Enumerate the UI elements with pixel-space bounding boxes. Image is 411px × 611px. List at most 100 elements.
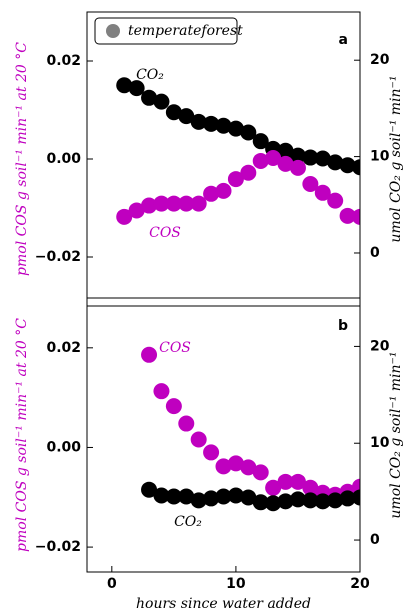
y-axis-label: pmol COS g soil⁻¹ min⁻¹ at 20 °C xyxy=(14,42,30,276)
y-axis-label: pmol COS g soil⁻¹ min⁻¹ at 20 °C xyxy=(14,318,30,552)
data-point xyxy=(141,197,158,214)
data-point xyxy=(203,115,220,132)
data-point xyxy=(252,133,269,150)
y-tick-label: 0.00 xyxy=(46,439,81,455)
data-point xyxy=(352,489,360,506)
data-point xyxy=(116,77,133,94)
data-point xyxy=(227,487,244,504)
data-point xyxy=(240,164,257,181)
data-point xyxy=(141,481,158,498)
y2-tick-label: 20 xyxy=(370,52,390,68)
data-point xyxy=(302,175,319,192)
data-point xyxy=(215,117,232,134)
data-point xyxy=(265,479,282,496)
plot-area xyxy=(141,346,360,512)
data-point xyxy=(314,493,331,510)
data-point xyxy=(327,492,344,509)
data-point xyxy=(289,147,306,164)
data-point xyxy=(190,431,207,448)
data-point xyxy=(153,383,170,400)
legend-marker xyxy=(106,24,120,38)
y2-axis-label: umol CO₂ g soil⁻¹ min⁻¹ xyxy=(388,351,404,518)
y-tick-label: 0.00 xyxy=(46,151,81,167)
series-label: COS xyxy=(159,340,191,356)
series-label: COS xyxy=(149,225,181,241)
data-point xyxy=(277,142,294,159)
panel-label: b xyxy=(338,318,348,334)
data-point xyxy=(240,489,257,506)
legend-box xyxy=(94,17,238,45)
x-tick-label: 0 xyxy=(107,576,117,592)
data-point xyxy=(153,487,170,504)
data-point xyxy=(327,192,344,209)
x-tick-label: 10 xyxy=(226,576,246,592)
data-point xyxy=(116,208,133,225)
y2-tick-label: 10 xyxy=(370,149,390,165)
data-point xyxy=(165,195,182,212)
data-point xyxy=(289,491,306,508)
data-point xyxy=(352,159,360,176)
plot-frame xyxy=(86,297,361,573)
data-point xyxy=(252,152,269,169)
data-point xyxy=(327,154,344,171)
data-point xyxy=(203,490,220,507)
x-axis-label: hours since water added xyxy=(136,596,311,611)
panel-label: a xyxy=(339,32,348,48)
data-point xyxy=(277,493,294,510)
data-point xyxy=(265,150,282,167)
data-point xyxy=(302,479,319,496)
data-point xyxy=(227,455,244,472)
data-point xyxy=(190,492,207,509)
data-point xyxy=(302,492,319,509)
data-point xyxy=(215,458,232,475)
data-point xyxy=(227,120,244,137)
data-point xyxy=(178,195,195,212)
data-point xyxy=(215,488,232,505)
data-point xyxy=(165,398,182,415)
data-point xyxy=(165,104,182,121)
data-point xyxy=(240,124,257,141)
data-point xyxy=(153,195,170,212)
data-point xyxy=(165,488,182,505)
data-point xyxy=(352,208,360,225)
data-point xyxy=(190,113,207,130)
y-tick-label: 0.02 xyxy=(46,340,81,356)
data-point xyxy=(252,464,269,481)
data-point xyxy=(252,494,269,511)
y2-tick-label: 0 xyxy=(370,245,380,261)
data-point xyxy=(227,171,244,188)
data-point xyxy=(339,207,356,224)
data-point xyxy=(302,149,319,166)
y2-tick-label: 0 xyxy=(370,532,380,548)
y2-axis-label: umol CO₂ g soil⁻¹ min⁻¹ xyxy=(388,75,404,242)
y-tick-label: −0.02 xyxy=(35,539,81,555)
data-point xyxy=(128,202,145,219)
y2-tick-label: 10 xyxy=(370,435,390,451)
plot-area xyxy=(116,77,360,225)
data-point xyxy=(190,195,207,212)
y2-tick-label: 20 xyxy=(370,338,390,354)
data-point xyxy=(141,89,158,106)
data-point xyxy=(203,444,220,461)
data-point xyxy=(128,80,145,97)
data-point xyxy=(314,150,331,167)
data-point xyxy=(141,346,158,363)
data-point xyxy=(289,159,306,176)
data-point xyxy=(153,93,170,110)
data-point xyxy=(215,182,232,199)
y-tick-label: −0.02 xyxy=(35,249,81,265)
data-point xyxy=(277,473,294,490)
data-point xyxy=(203,185,220,202)
data-point xyxy=(339,157,356,174)
data-point xyxy=(265,495,282,512)
data-point xyxy=(178,488,195,505)
data-point xyxy=(289,473,306,490)
series-label: CO₂ xyxy=(174,514,202,530)
series-label: CO₂ xyxy=(136,67,164,83)
y-tick-label: 0.02 xyxy=(46,53,81,69)
data-point xyxy=(339,490,356,507)
x-tick-label: 20 xyxy=(350,576,370,592)
data-point xyxy=(314,184,331,201)
data-point xyxy=(178,415,195,432)
